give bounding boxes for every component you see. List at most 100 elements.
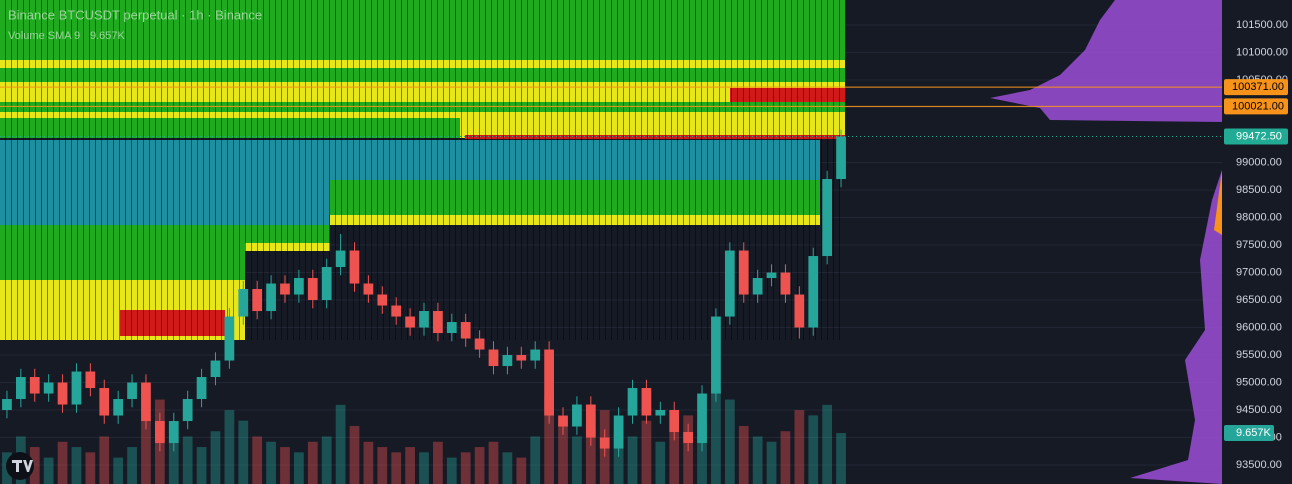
candle-body xyxy=(280,283,290,295)
volume-bar xyxy=(794,410,805,484)
y-tick-label: 99000.00 xyxy=(1236,156,1282,168)
candle-body xyxy=(29,377,40,394)
candle-body xyxy=(474,338,485,350)
candle-body xyxy=(655,410,666,416)
candle-body xyxy=(613,415,624,449)
volume-bar xyxy=(99,436,110,484)
price-tag xyxy=(1224,98,1288,115)
plot xyxy=(0,86,1222,457)
candle-body xyxy=(446,322,457,334)
candle-body xyxy=(335,250,346,268)
volume-bar xyxy=(446,457,457,484)
volume-bar xyxy=(669,431,680,484)
volume-bar xyxy=(196,447,207,484)
candle-body xyxy=(669,410,680,433)
y-tick-label: 95500.00 xyxy=(1236,349,1282,361)
candle-body xyxy=(363,283,374,295)
candle-body xyxy=(252,289,263,312)
volume-bars xyxy=(2,389,846,484)
volume-bar xyxy=(335,404,346,484)
candle-body xyxy=(419,311,429,328)
volume-bar xyxy=(321,436,332,484)
volume-bar xyxy=(113,457,124,484)
volume-bar xyxy=(697,420,707,484)
candle-body xyxy=(85,371,96,389)
candle-body xyxy=(683,432,693,444)
volume-bar xyxy=(808,415,819,484)
candle-body xyxy=(433,311,443,334)
volume-bar xyxy=(224,410,235,484)
candle-body xyxy=(822,179,833,257)
volume-bar xyxy=(530,436,541,484)
candle-body xyxy=(2,399,12,411)
candle-body xyxy=(585,404,596,438)
y-tick-label: 96000.00 xyxy=(1236,321,1282,333)
volume-bar xyxy=(85,452,96,484)
indicator-name: Volume SMA 9 xyxy=(8,30,80,42)
volume-profile xyxy=(990,0,1222,484)
volume-bar xyxy=(766,441,777,484)
candle-body xyxy=(558,415,568,427)
volume-bar xyxy=(460,452,471,484)
y-tick-label: 94500.00 xyxy=(1236,404,1282,416)
volume-bar xyxy=(613,431,624,484)
candle-body xyxy=(752,278,763,295)
volume-bar xyxy=(141,420,151,484)
price-tag xyxy=(1224,79,1288,96)
volume-bar xyxy=(780,431,791,484)
candle-body xyxy=(460,322,471,339)
volume-bar xyxy=(182,436,193,484)
candle-body xyxy=(544,349,554,416)
candle-body xyxy=(307,278,318,301)
volume-bar xyxy=(210,431,221,484)
volume-bar xyxy=(655,441,666,484)
candle-body xyxy=(294,278,304,295)
candle-body xyxy=(349,250,360,284)
volume-bar xyxy=(724,399,735,484)
candle-body xyxy=(502,355,513,367)
y-tick-label: 97000.00 xyxy=(1236,266,1282,278)
volume-bar xyxy=(349,425,360,484)
volume-bar xyxy=(502,452,513,484)
volume-bar xyxy=(738,425,749,484)
volume-tag-label: 9.657K xyxy=(1236,427,1272,439)
candle-body xyxy=(599,437,610,449)
candle-body xyxy=(780,272,791,295)
y-tick-label: 96500.00 xyxy=(1236,294,1282,306)
candle-body xyxy=(210,360,221,378)
candle-body xyxy=(516,355,527,361)
heatmap xyxy=(0,0,845,340)
volume-bar xyxy=(266,441,276,484)
candle-body xyxy=(43,382,54,394)
candle-body xyxy=(405,316,415,328)
candle-body xyxy=(71,371,82,405)
last-price-label: 99472.50 xyxy=(1236,130,1282,142)
volume-bar xyxy=(641,420,652,484)
volume-bar xyxy=(57,441,68,484)
y-tick-label: 93500.00 xyxy=(1236,459,1282,471)
volume-bar xyxy=(391,452,402,484)
candle-body xyxy=(488,349,499,367)
candle-body xyxy=(238,289,249,317)
candle-body xyxy=(724,250,735,317)
candle-body xyxy=(377,294,388,306)
volume-bar xyxy=(363,441,374,484)
candle-body xyxy=(836,136,846,180)
volume-bar xyxy=(307,441,318,484)
volume-bar xyxy=(474,447,485,484)
volume-bar xyxy=(294,452,304,484)
candle-body xyxy=(572,404,582,427)
volume-bar xyxy=(627,436,638,484)
candle-body xyxy=(127,382,137,400)
volume-bar xyxy=(822,404,833,484)
volume-bar xyxy=(572,436,582,484)
candle-body xyxy=(711,316,721,394)
indicator-value: 9.657K xyxy=(90,30,126,42)
candle-body xyxy=(168,421,179,444)
chart-title: Binance BTCUSDT perpetual · 1h · Binance xyxy=(8,7,262,22)
y-tick-label: 97500.00 xyxy=(1236,239,1282,251)
y-tick-label: 98000.00 xyxy=(1236,211,1282,223)
candle-body xyxy=(182,399,193,422)
volume-bar xyxy=(71,447,82,484)
price-tag-label: 100371.00 xyxy=(1232,81,1284,93)
